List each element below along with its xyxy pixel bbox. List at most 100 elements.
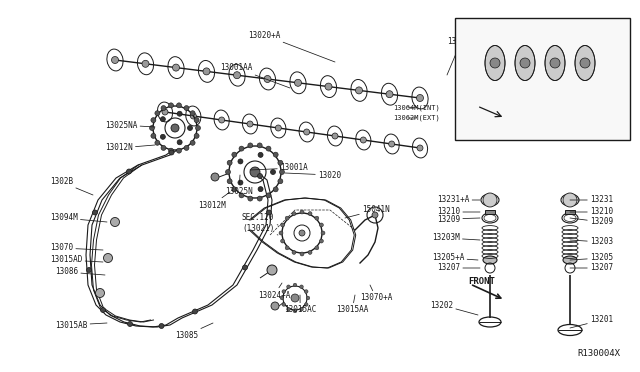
Text: 13207: 13207 xyxy=(437,263,480,273)
Text: 13020+A: 13020+A xyxy=(248,31,335,62)
Circle shape xyxy=(184,145,189,150)
Circle shape xyxy=(287,308,291,311)
Circle shape xyxy=(234,72,241,79)
Text: 13094M: 13094M xyxy=(50,214,107,222)
Text: 13025NA: 13025NA xyxy=(105,121,155,129)
Ellipse shape xyxy=(563,256,577,264)
Circle shape xyxy=(161,106,166,110)
Circle shape xyxy=(292,212,296,216)
Circle shape xyxy=(280,223,285,227)
Text: 1302B: 1302B xyxy=(50,177,93,195)
Circle shape xyxy=(232,187,237,192)
Circle shape xyxy=(104,253,113,263)
Text: 13231+A: 13231+A xyxy=(437,196,480,205)
Circle shape xyxy=(580,58,590,68)
Circle shape xyxy=(291,294,299,302)
Circle shape xyxy=(194,134,199,138)
Circle shape xyxy=(151,134,156,138)
Text: 13086: 13086 xyxy=(55,267,105,276)
Circle shape xyxy=(267,265,277,275)
Circle shape xyxy=(243,265,248,270)
Text: FRONT: FRONT xyxy=(468,278,495,286)
Text: 13012M: 13012M xyxy=(198,192,230,209)
Circle shape xyxy=(211,173,219,181)
Circle shape xyxy=(190,140,195,145)
Text: 13203M: 13203M xyxy=(432,234,480,243)
Circle shape xyxy=(151,118,156,123)
Circle shape xyxy=(111,218,120,227)
Text: 13085: 13085 xyxy=(175,323,213,340)
Circle shape xyxy=(162,109,168,115)
Text: 13203: 13203 xyxy=(570,237,613,247)
Text: CYLINDER BLOCK: CYLINDER BLOCK xyxy=(481,23,545,32)
Circle shape xyxy=(294,79,301,86)
Circle shape xyxy=(93,210,97,215)
Ellipse shape xyxy=(545,45,565,80)
Circle shape xyxy=(483,193,497,207)
Circle shape xyxy=(248,196,253,201)
Circle shape xyxy=(177,148,182,153)
Text: 13020: 13020 xyxy=(285,170,341,180)
Circle shape xyxy=(278,160,283,165)
Circle shape xyxy=(250,167,260,177)
Circle shape xyxy=(300,285,303,289)
Circle shape xyxy=(258,153,263,157)
Circle shape xyxy=(219,117,225,123)
Text: 13207: 13207 xyxy=(570,263,613,273)
Circle shape xyxy=(287,285,291,289)
Circle shape xyxy=(190,111,195,116)
Text: 13210: 13210 xyxy=(437,208,480,217)
Circle shape xyxy=(293,309,297,313)
Ellipse shape xyxy=(483,256,497,264)
Circle shape xyxy=(168,103,173,108)
Circle shape xyxy=(417,94,424,102)
Circle shape xyxy=(239,146,244,151)
Text: 13015AD: 13015AD xyxy=(50,256,103,264)
Circle shape xyxy=(238,180,243,185)
Circle shape xyxy=(332,133,338,139)
Text: 13202: 13202 xyxy=(430,301,478,315)
Circle shape xyxy=(161,134,165,140)
Circle shape xyxy=(111,57,118,64)
Circle shape xyxy=(305,290,308,293)
Circle shape xyxy=(188,125,193,131)
Circle shape xyxy=(266,193,271,198)
Circle shape xyxy=(490,58,500,68)
Text: 13209: 13209 xyxy=(437,215,480,224)
Circle shape xyxy=(227,179,232,184)
Circle shape xyxy=(278,179,283,184)
Text: 13015AB: 13015AB xyxy=(55,321,107,330)
Circle shape xyxy=(319,239,323,243)
Circle shape xyxy=(275,125,282,131)
Circle shape xyxy=(355,87,362,94)
Circle shape xyxy=(306,296,310,300)
Text: R130004X: R130004X xyxy=(577,349,620,358)
Circle shape xyxy=(258,187,263,192)
Circle shape xyxy=(239,193,244,198)
Circle shape xyxy=(161,145,166,150)
Circle shape xyxy=(150,125,154,131)
Circle shape xyxy=(155,140,160,145)
Circle shape xyxy=(550,58,560,68)
Circle shape xyxy=(195,125,200,131)
Text: 13015AC: 13015AC xyxy=(284,295,316,314)
Circle shape xyxy=(266,210,271,215)
Text: 13015AA: 13015AA xyxy=(336,295,369,314)
Circle shape xyxy=(299,230,305,236)
Circle shape xyxy=(273,152,278,157)
Text: SEC.120: SEC.120 xyxy=(242,214,278,225)
Circle shape xyxy=(193,309,198,314)
Circle shape xyxy=(520,58,530,68)
Text: 13231: 13231 xyxy=(570,196,613,205)
Circle shape xyxy=(303,129,310,135)
Circle shape xyxy=(279,231,283,235)
Circle shape xyxy=(238,159,243,164)
Bar xyxy=(455,18,630,140)
Circle shape xyxy=(319,223,323,227)
Circle shape xyxy=(264,76,271,83)
Circle shape xyxy=(388,141,395,147)
Circle shape xyxy=(232,152,237,157)
Circle shape xyxy=(321,231,325,235)
Circle shape xyxy=(563,193,577,207)
Text: 13209: 13209 xyxy=(570,218,613,227)
